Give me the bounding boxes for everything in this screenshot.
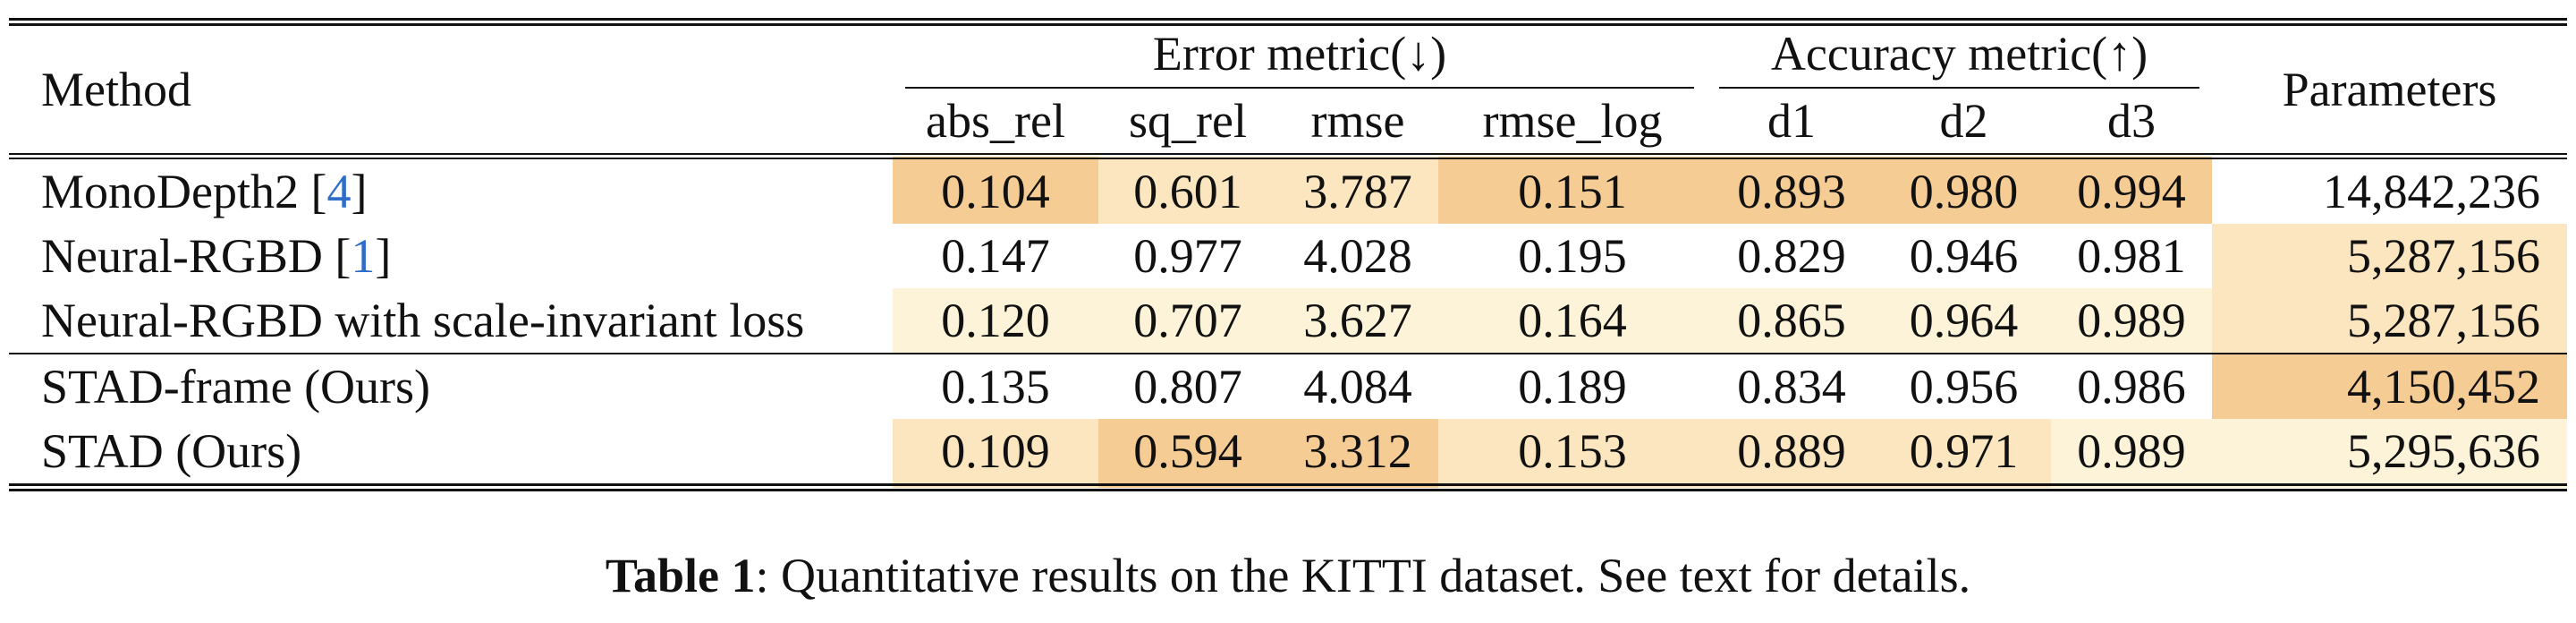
error-metric-header: Error metric(↓)	[893, 22, 1707, 89]
value-cell-d1: 0.829	[1707, 224, 1877, 288]
value-cell-sq-rel: 0.977	[1098, 224, 1277, 288]
value-cell-rmse-log: 0.151	[1438, 156, 1707, 224]
citation-close: ]	[375, 229, 392, 283]
value-cell-rmse: 3.312	[1277, 419, 1438, 488]
col-header-sq-rel: sq_rel	[1129, 94, 1247, 148]
parameters-header: Parameters	[2282, 63, 2497, 116]
table-row: STAD-frame (Ours) 0.135 0.807 4.084 0.18…	[9, 354, 2568, 419]
col-header-d2: d2	[1939, 94, 1988, 148]
table-row: Neural-RGBD with scale-invariant loss 0.…	[9, 288, 2568, 354]
value-cell-d2: 0.980	[1877, 156, 2052, 224]
col-header-rmse: rmse	[1310, 94, 1405, 148]
value-cell-abs-rel: 0.120	[893, 288, 1098, 354]
value-cell-d2: 0.964	[1877, 288, 2052, 354]
value-cell-rmse: 3.787	[1277, 156, 1438, 224]
method-name: STAD-frame (Ours)	[41, 360, 431, 414]
value-cell-rmse-log: 0.195	[1438, 224, 1707, 288]
table-caption: Table 1: Quantitative results on the KIT…	[0, 548, 2576, 603]
value-cell-sq-rel: 0.807	[1098, 354, 1277, 419]
method-cell: Neural-RGBD [1]	[9, 224, 893, 288]
accuracy-metric-label: Accuracy metric(↑)	[1719, 26, 2200, 89]
method-name: STAD (Ours)	[41, 424, 302, 478]
value-cell-d1: 0.889	[1707, 419, 1877, 488]
value-cell-sq-rel: 0.594	[1098, 419, 1277, 488]
col-header-abs-rel: abs_rel	[926, 94, 1065, 148]
params-cell: 5,295,636	[2212, 419, 2568, 488]
value-cell-d3: 0.986	[2051, 354, 2213, 419]
value-cell-sq-rel: 0.601	[1098, 156, 1277, 224]
citation-close: ]	[351, 165, 368, 218]
results-table: Method Error metric(↓) Accuracy metric(↑…	[9, 18, 2568, 491]
value-cell-sq-rel: 0.707	[1098, 288, 1277, 354]
value-cell-rmse-log: 0.189	[1438, 354, 1707, 419]
caption-label: Table 1	[605, 549, 756, 602]
method-cell: STAD (Ours)	[9, 419, 893, 488]
value-cell-rmse: 4.084	[1277, 354, 1438, 419]
value-cell-rmse-log: 0.153	[1438, 419, 1707, 488]
value-cell-abs-rel: 0.104	[893, 156, 1098, 224]
results-table-container: Method Error metric(↓) Accuracy metric(↑…	[9, 18, 2568, 491]
value-cell-d1: 0.834	[1707, 354, 1877, 419]
method-name: Neural-RGBD [	[41, 229, 352, 283]
header-row-groups: Method Error metric(↓) Accuracy metric(↑…	[9, 21, 2568, 116]
value-cell-rmse-log: 0.164	[1438, 288, 1707, 354]
value-cell-d1: 0.865	[1707, 288, 1877, 354]
value-cell-d2: 0.946	[1877, 224, 2052, 288]
value-cell-d1: 0.893	[1707, 156, 1877, 224]
col-header-d1: d1	[1767, 94, 1817, 148]
params-cell: 5,287,156	[2212, 224, 2568, 288]
value-cell-d3: 0.989	[2051, 419, 2213, 488]
value-cell-d2: 0.956	[1877, 354, 2052, 419]
caption-text: : Quantitative results on the KITTI data…	[755, 549, 1971, 602]
method-name: MonoDepth2 [	[41, 165, 327, 218]
method-cell: STAD-frame (Ours)	[9, 354, 893, 419]
value-cell-rmse: 4.028	[1277, 224, 1438, 288]
method-name: Neural-RGBD with scale-invariant loss	[41, 294, 805, 347]
accuracy-metric-header: Accuracy metric(↑)	[1707, 22, 2212, 89]
citation-link[interactable]: 1	[351, 229, 376, 283]
col-header-d3: d3	[2107, 94, 2157, 148]
value-cell-d3: 0.981	[2051, 224, 2213, 288]
value-cell-abs-rel: 0.135	[893, 354, 1098, 419]
params-cell: 14,842,236	[2212, 156, 2568, 224]
value-cell-abs-rel: 0.109	[893, 419, 1098, 488]
method-cell: MonoDepth2 [4]	[9, 157, 893, 225]
table-row: MonoDepth2 [4] 0.104 0.601 3.787 0.151 0…	[9, 156, 2568, 225]
value-cell-rmse: 3.627	[1277, 288, 1438, 354]
method-cell: Neural-RGBD with scale-invariant loss	[9, 288, 893, 354]
table-row: Neural-RGBD [1] 0.147 0.977 4.028 0.195 …	[9, 224, 2568, 288]
value-cell-d3: 0.989	[2051, 288, 2213, 354]
header-row-metrics: abs_rel sq_rel rmse rmse_log d1 d2 d3	[9, 89, 2567, 157]
params-cell: 4,150,452	[2212, 354, 2568, 419]
table-row: STAD (Ours) 0.109 0.594 3.312 0.153 0.88…	[9, 419, 2568, 488]
value-cell-d3: 0.994	[2051, 156, 2213, 224]
value-cell-d2: 0.971	[1877, 419, 2052, 488]
col-header-rmse-log: rmse_log	[1482, 94, 1663, 148]
method-header: Method	[41, 63, 191, 116]
citation-link[interactable]: 4	[326, 165, 352, 218]
value-cell-abs-rel: 0.147	[893, 224, 1098, 288]
params-cell: 5,287,156	[2212, 288, 2568, 354]
error-metric-label: Error metric(↓)	[905, 26, 1695, 89]
